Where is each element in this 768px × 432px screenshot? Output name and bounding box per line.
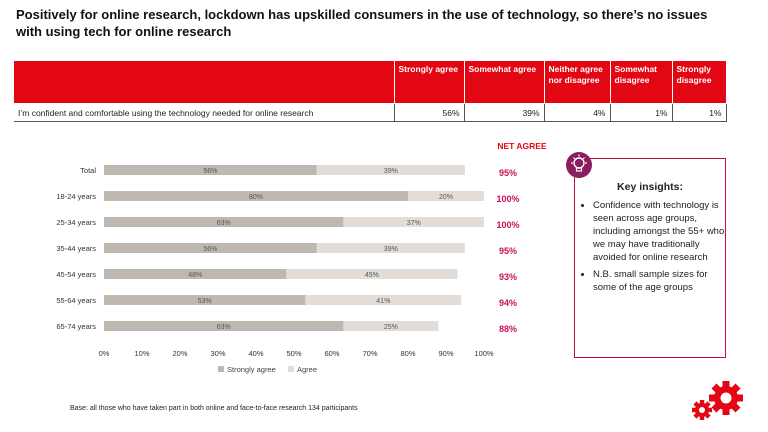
- bar-agree: [286, 269, 458, 279]
- x-tick-label: 60%: [324, 349, 339, 358]
- category-label: 18-24 years: [56, 192, 96, 201]
- x-tick-label: 20%: [172, 349, 187, 358]
- table-header-row: Strongly agree Somewhat agree Neither ag…: [14, 60, 727, 104]
- bar-strongly-agree: [104, 165, 317, 175]
- net-agree-value: 88%: [499, 324, 517, 334]
- data-label: 56%: [203, 168, 217, 175]
- x-tick-label: 40%: [248, 349, 263, 358]
- bar-agree: [316, 243, 465, 253]
- table-row: I’m confident and comfortable using the …: [14, 103, 727, 122]
- net-agree-heading: NET AGREE: [497, 141, 547, 151]
- data-label: 53%: [198, 298, 212, 305]
- table-cell-somewhat-agree: 39%: [463, 103, 545, 122]
- table-cell-neither: 4%: [543, 103, 611, 122]
- bar-agree: [316, 165, 465, 175]
- table-cell-statement: I’m confident and comfortable using the …: [14, 103, 395, 122]
- stacked-bar-chart: Total 56% 39% 95% 18-24 years 80% 20% 100% 25-34…: [56, 141, 547, 374]
- net-agree-value: 100%: [496, 194, 519, 204]
- category-label: 25-34 years: [56, 218, 96, 227]
- insight-item: N.B. small sample sizes for some of the …: [593, 268, 733, 294]
- insights-panel: Key insights: Confidence with technology…: [574, 158, 726, 358]
- legend-swatch: [218, 366, 224, 372]
- insights-list: Confidence with technology is seen acros…: [579, 199, 733, 298]
- insights-title: Key insights:: [617, 181, 683, 193]
- data-label: 48%: [188, 272, 202, 279]
- insight-item: Confidence with technology is seen acros…: [593, 199, 733, 264]
- table-header-somewhat-disagree: Somewhat disagree: [609, 60, 673, 104]
- table-cell-strongly-disagree: 1%: [671, 103, 727, 122]
- table-header-strongly-disagree: Strongly disagree: [671, 60, 727, 104]
- x-tick-label: 30%: [210, 349, 225, 358]
- bar-agree: [305, 295, 462, 305]
- bar-strongly-agree: [104, 269, 287, 279]
- category-label: Total: [80, 166, 96, 175]
- table-cell-strongly-agree: 56%: [393, 103, 465, 122]
- x-tick-label: 50%: [286, 349, 301, 358]
- data-label: 63%: [217, 220, 231, 227]
- bar-strongly-agree: [104, 243, 317, 253]
- category-label: 45-54 years: [56, 270, 96, 279]
- x-tick-label: 80%: [400, 349, 415, 358]
- bar-strongly-agree: [104, 295, 306, 305]
- table-header-neither: Neither agree nor disagree: [543, 60, 611, 104]
- net-agree-value: 94%: [499, 298, 517, 308]
- data-label: 80%: [249, 194, 263, 201]
- x-tick-label: 100%: [474, 349, 494, 358]
- category-label: 55-64 years: [56, 296, 96, 305]
- data-label: 37%: [407, 220, 421, 227]
- data-label: 25%: [384, 324, 398, 331]
- legend-swatch: [288, 366, 294, 372]
- data-label: 45%: [365, 272, 379, 279]
- gears-icon: [692, 381, 743, 420]
- bar-strongly-agree: [104, 321, 344, 331]
- table-header-somewhat-agree: Somewhat agree: [463, 60, 545, 104]
- bar-agree: [343, 321, 439, 331]
- bar-agree: [408, 191, 484, 201]
- x-tick-label: 90%: [438, 349, 453, 358]
- legend-label: Strongly agree: [227, 365, 276, 374]
- table-header-statement: [14, 60, 395, 104]
- net-agree-value: 100%: [496, 220, 519, 230]
- data-label: 39%: [384, 246, 398, 253]
- category-label: 65-74 years: [56, 322, 96, 331]
- data-label: 39%: [384, 168, 398, 175]
- table-cell-somewhat-disagree: 1%: [609, 103, 673, 122]
- page-title: Positively for online research, lockdown…: [16, 7, 708, 39]
- bar-agree: [343, 217, 484, 227]
- category-label: 35-44 years: [56, 244, 96, 253]
- footnote: Base: all those who have taken part in b…: [70, 405, 358, 412]
- data-label: 63%: [217, 324, 231, 331]
- x-tick-label: 10%: [134, 349, 149, 358]
- bar-strongly-agree: [104, 191, 408, 201]
- data-label: 20%: [439, 194, 453, 201]
- legend-label: Agree: [297, 365, 317, 374]
- net-agree-value: 95%: [499, 246, 517, 256]
- bar-strongly-agree: [104, 217, 344, 227]
- net-agree-value: 95%: [499, 168, 517, 178]
- lightbulb-icon: [566, 152, 592, 178]
- x-tick-label: 0%: [99, 349, 110, 358]
- table-header-strongly-agree: Strongly agree: [393, 60, 465, 104]
- x-tick-label: 70%: [362, 349, 377, 358]
- results-table: Strongly agree Somewhat agree Neither ag…: [14, 60, 727, 122]
- data-label: 41%: [376, 298, 390, 305]
- net-agree-value: 93%: [499, 272, 517, 282]
- data-label: 56%: [203, 246, 217, 253]
